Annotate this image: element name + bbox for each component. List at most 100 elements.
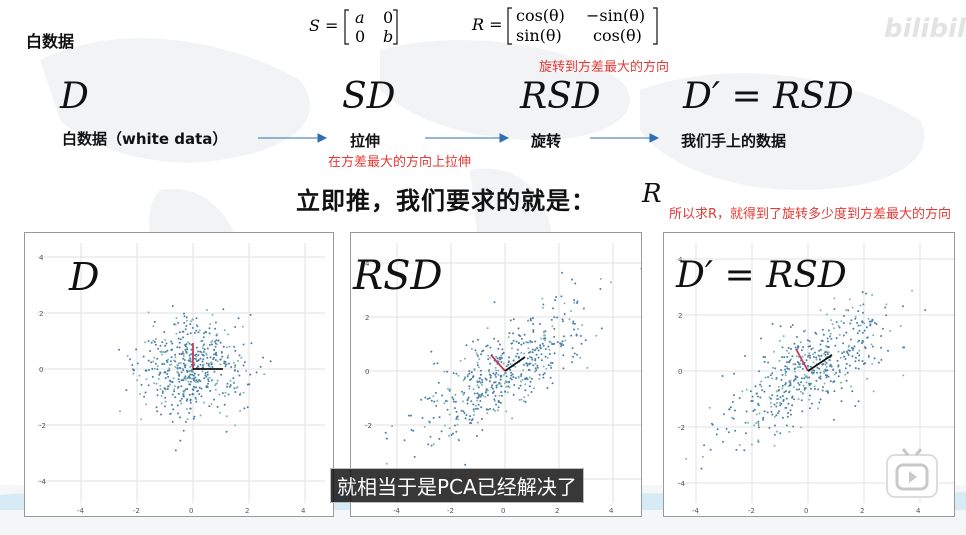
scatter-point — [524, 383, 527, 386]
scatter-point — [403, 439, 406, 442]
scatter-point — [757, 395, 759, 398]
scatter-point — [533, 370, 536, 373]
scatter-point — [454, 393, 457, 396]
scatter-point — [226, 356, 229, 359]
scatter-point — [168, 367, 171, 370]
scatter-point — [204, 374, 207, 377]
scatter-point — [777, 385, 780, 388]
scatter-point — [865, 292, 868, 295]
scatter-point — [209, 356, 212, 359]
scatter-point — [189, 365, 192, 368]
scatter-point — [469, 415, 472, 418]
scatter-point — [833, 327, 835, 330]
scatter-point — [542, 306, 544, 309]
scatter-point — [842, 342, 845, 345]
scatter-point — [812, 353, 815, 356]
s-matrix-formula: S = a 0 0 b — [309, 8, 398, 46]
scatter-point — [184, 375, 187, 378]
scatter-point — [228, 385, 231, 388]
scatter-point — [781, 384, 784, 387]
scatter-point — [555, 296, 558, 298]
scatter-point — [178, 341, 181, 344]
scatter-point — [503, 372, 506, 374]
scatter-point — [512, 393, 515, 396]
scatter-point — [161, 390, 164, 393]
scatter-point — [786, 361, 788, 364]
scatter-point — [448, 427, 451, 430]
scatter-point — [245, 369, 248, 372]
scatter-point — [169, 360, 172, 363]
scatter-point — [505, 410, 508, 413]
scatter-point — [829, 335, 831, 338]
scatter-point — [488, 380, 491, 383]
scatter-point — [494, 376, 497, 379]
scatter-point — [207, 382, 209, 385]
scatter-point — [560, 345, 563, 348]
y-tick-label: 4 — [365, 260, 370, 268]
scatter-point — [221, 392, 224, 395]
tv-icon[interactable] — [883, 445, 941, 503]
scatter-point — [783, 356, 786, 359]
scatter-point — [479, 369, 482, 372]
scatter-point — [732, 394, 735, 397]
scatter-point — [508, 360, 510, 363]
scatter-point — [501, 352, 504, 355]
scatter-point — [499, 358, 502, 361]
scatter-point — [214, 383, 217, 386]
scatter-point — [153, 382, 156, 385]
scatter-point — [802, 384, 805, 387]
scatter-point — [870, 343, 873, 346]
scatter-point — [509, 368, 512, 371]
scatter-point — [457, 374, 460, 377]
scatter-point — [213, 353, 215, 356]
scatter-point — [789, 409, 792, 412]
scatter-point — [186, 341, 189, 344]
scatter-point — [808, 352, 811, 355]
scatter-point — [223, 395, 226, 398]
scatter-point — [788, 430, 791, 433]
scatter-point — [850, 319, 853, 322]
scatter-point — [837, 324, 840, 327]
scatter-point — [170, 363, 173, 366]
scatter-point — [138, 374, 141, 377]
scatter-point — [208, 343, 211, 346]
scatter-point — [446, 408, 449, 411]
scatter-point — [812, 369, 815, 372]
scatter-point — [165, 359, 168, 362]
scatter-point — [785, 397, 788, 400]
scatter-point — [506, 380, 509, 383]
scatter-point — [208, 405, 211, 408]
scatter-point — [863, 322, 866, 325]
scatter-point — [193, 331, 196, 334]
scatter-point — [217, 339, 220, 342]
scatter-point — [420, 398, 423, 401]
scatter-point — [745, 410, 748, 413]
scatter-point — [464, 417, 467, 420]
scatter-point — [807, 345, 810, 348]
scatter-point — [476, 384, 479, 387]
scatter-point — [546, 387, 549, 389]
scatter-point — [170, 349, 173, 351]
scatter-point — [503, 390, 506, 393]
scatter-point — [703, 444, 706, 447]
scatter-point — [497, 340, 500, 343]
scatter-point — [163, 331, 166, 334]
scatter-point — [466, 402, 469, 405]
scatter-point — [126, 354, 129, 357]
scatter-point — [185, 346, 188, 349]
scatter-point — [734, 409, 736, 412]
scatter-point — [829, 332, 832, 335]
scatter-point — [527, 351, 530, 354]
scatter-point — [553, 327, 556, 330]
scatter-point — [233, 369, 236, 372]
scatter-point — [757, 422, 760, 425]
scatter-point — [145, 403, 148, 406]
scatter-point — [716, 428, 719, 431]
scatter-point — [485, 391, 488, 394]
scatter-point — [769, 402, 772, 404]
scatter-point — [384, 431, 387, 434]
scatter-point — [839, 381, 842, 384]
scatter-point — [485, 378, 488, 381]
stage-rsd-math: RSD — [520, 76, 601, 117]
scatter-point — [195, 329, 198, 332]
